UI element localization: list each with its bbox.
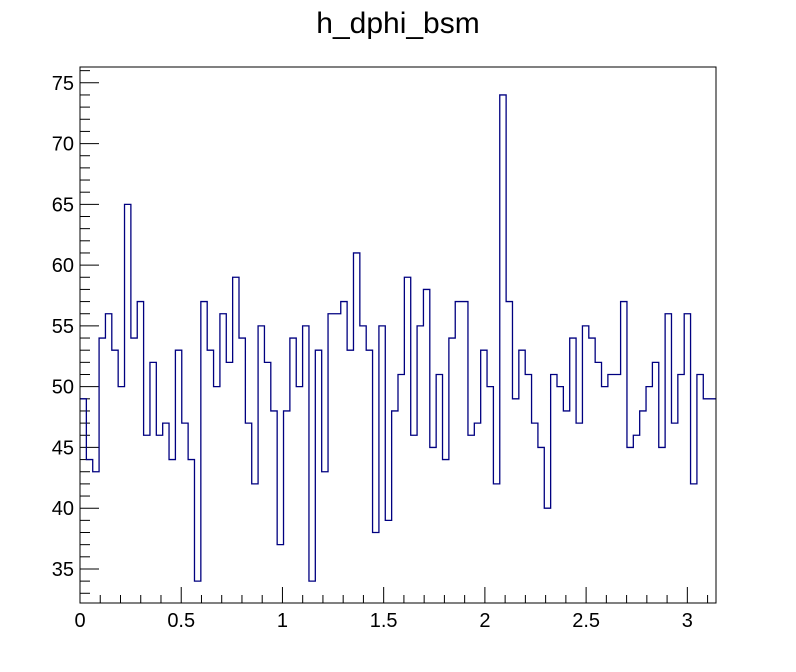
histogram-series-line [80, 94, 716, 582]
y-tick-label: 70 [52, 134, 74, 156]
y-tick-label: 65 [52, 194, 74, 216]
x-tick-label: 1 [277, 610, 288, 632]
x-tick-label: 0 [74, 610, 85, 632]
y-tick-label: 75 [52, 73, 74, 95]
axis-ticks [79, 70, 709, 603]
plot-frame [79, 66, 717, 604]
x-axis-tick-labels: 0 0.5 1 1.5 2 2.5 3 [74, 610, 692, 632]
y-tick-label: 55 [52, 316, 74, 338]
y-tick-label: 45 [52, 437, 74, 459]
x-tick-label: 1.5 [370, 610, 398, 632]
x-tick-label: 2 [479, 610, 490, 632]
y-tick-label: 35 [52, 559, 74, 581]
x-tick-label: 2.5 [572, 610, 600, 632]
y-tick-label: 40 [52, 498, 74, 520]
x-tick-label: 0.5 [167, 610, 195, 632]
y-tick-label: 60 [52, 255, 74, 277]
y-axis-tick-labels: 35 40 45 50 55 60 65 70 75 [52, 73, 74, 581]
chart-title: h_dphi_bsm [316, 7, 479, 40]
y-tick-label: 50 [52, 377, 74, 399]
x-tick-label: 3 [682, 610, 693, 632]
